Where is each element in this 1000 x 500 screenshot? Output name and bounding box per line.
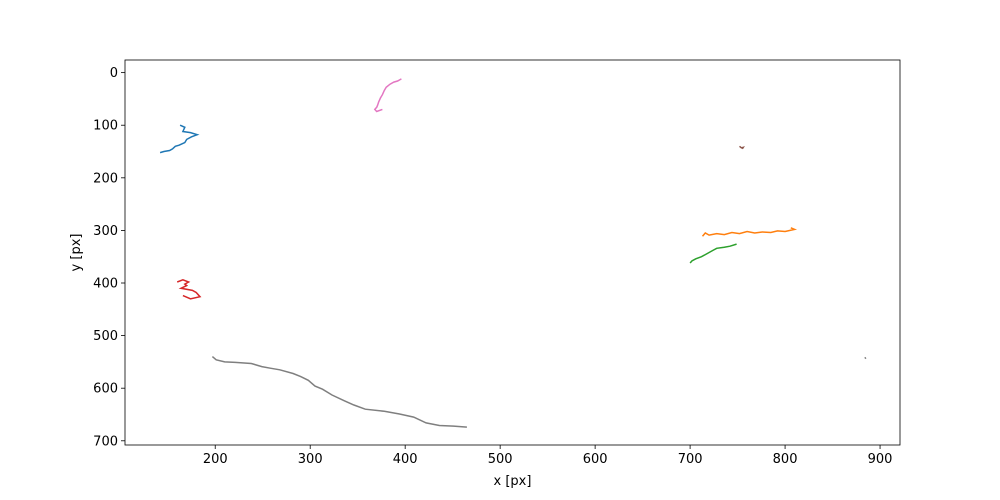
x-tick-label: 900	[868, 452, 893, 467]
y-tick-label: 700	[93, 434, 118, 449]
x-tick-label: 300	[298, 452, 323, 467]
x-tick-label: 800	[773, 452, 798, 467]
y-tick-label: 200	[93, 171, 118, 186]
series-line-10	[864, 356, 867, 360]
y-tick-label: 0	[110, 66, 118, 81]
series-line-1	[701, 227, 798, 237]
x-tick-label: 500	[488, 452, 513, 467]
y-axis-label: y [px]	[69, 234, 84, 272]
y-tick-label: 600	[93, 382, 118, 397]
y-tick-label: 400	[93, 277, 118, 292]
x-tick-label: 400	[393, 452, 418, 467]
x-axis-label: x [px]	[494, 474, 532, 489]
y-tick-label: 500	[93, 329, 118, 344]
plot-background	[125, 60, 900, 445]
y-tick-label: 100	[93, 119, 118, 134]
series-layer	[159, 78, 867, 428]
series-line-6	[373, 78, 402, 113]
series-line-5	[739, 145, 745, 150]
x-tick-label: 600	[583, 452, 608, 467]
series-line-0	[159, 124, 200, 154]
plot-area	[125, 60, 900, 445]
series-line-2	[689, 243, 737, 264]
y-tick-label: 300	[93, 224, 118, 239]
axes-layer: 200 300 400 500 600 700 800 900 0 100 200 300 400 500…	[93, 59, 901, 467]
axes-frame	[124, 59, 901, 446]
x-tick-label: 200	[203, 452, 228, 467]
series-line-7	[211, 356, 467, 428]
series-line-3	[176, 278, 202, 300]
x-tick-label: 700	[678, 452, 703, 467]
